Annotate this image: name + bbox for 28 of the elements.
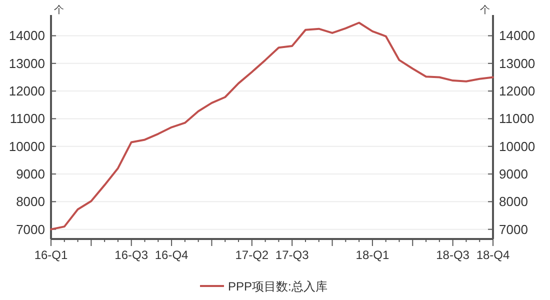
- y-tick-label: 8000: [16, 194, 45, 210]
- y-axis-title: 个: [54, 4, 64, 16]
- y2-tick-label: 12000: [499, 84, 536, 99]
- y2-tick-label: 9000: [499, 166, 528, 182]
- y2-tick-label: 14000: [499, 28, 536, 44]
- y-tick-label: 10000: [8, 138, 45, 154]
- x-tick-label: 17-Q3: [275, 248, 310, 262]
- y2-tick-label: 8000: [499, 194, 528, 210]
- y2-tick-label: 10000: [499, 138, 536, 154]
- x-tick-label: 16-Q4: [154, 248, 189, 262]
- y-tick-label: 11000: [10, 111, 45, 126]
- x-tick-label: 16-Q3: [114, 248, 148, 262]
- y2-tick-label: 11000: [499, 111, 534, 126]
- y-tick-label: 14000: [8, 28, 45, 44]
- y2-axis-title: 个: [480, 4, 490, 16]
- x-tick-label: 16-Q1: [34, 248, 68, 262]
- y-tick-label: 12000: [8, 84, 45, 99]
- x-tick-label: 18-Q3: [436, 248, 470, 262]
- y-tick-label: 13000: [8, 56, 45, 71]
- y2-tick-label: 7000: [499, 222, 528, 237]
- y2-tick-label: 13000: [499, 56, 536, 71]
- x-tick-label: 18-Q4: [476, 248, 510, 262]
- x-tick-label: 18-Q1: [356, 248, 390, 262]
- x-tick-label: 17-Q2: [235, 248, 269, 262]
- y-tick-label: 9000: [16, 166, 45, 182]
- legend-label: PPP项目数:总入库: [228, 280, 328, 294]
- line-series: [50, 22, 494, 230]
- y-tick-label: 7000: [16, 222, 45, 237]
